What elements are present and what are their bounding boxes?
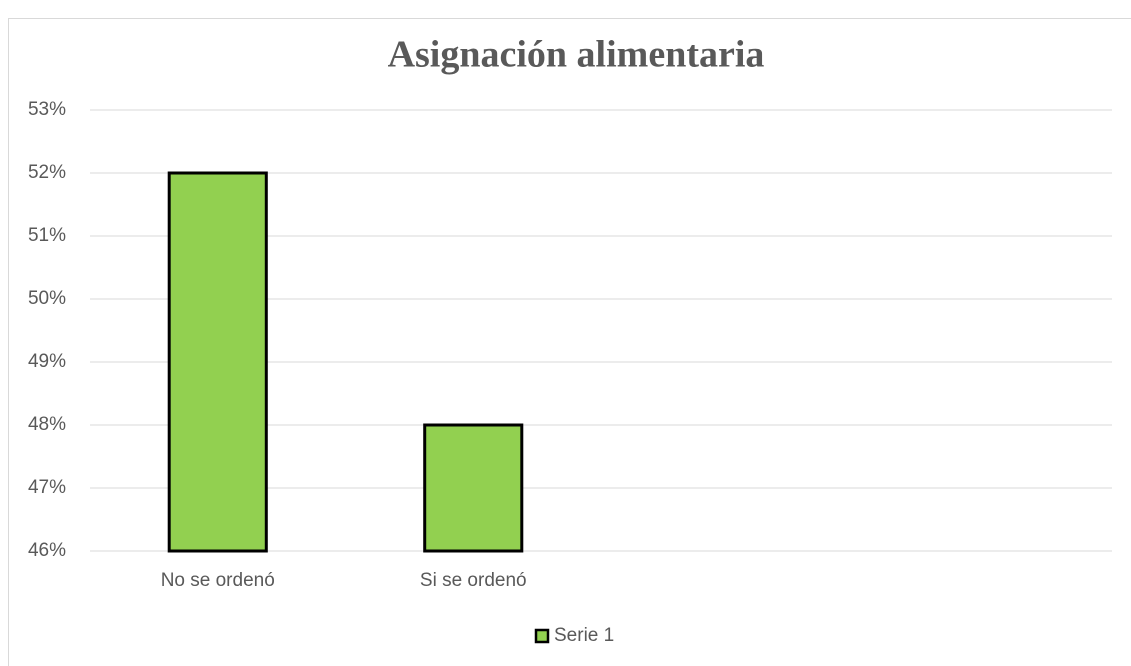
y-tick-label: 48% (28, 414, 66, 435)
y-tick-label: 53% (28, 99, 66, 120)
legend-label: Serie 1 (554, 625, 614, 646)
y-tick-label: 46% (28, 540, 66, 561)
bar (423, 423, 524, 553)
chart-title: Asignación alimentaria (388, 34, 765, 76)
y-tick-label: 52% (28, 162, 66, 183)
y-tick-label: 50% (28, 288, 66, 309)
y-tick-label: 47% (28, 477, 66, 498)
x-tick-label: Si se ordenó (420, 570, 527, 591)
y-tick-label: 49% (28, 351, 66, 372)
x-tick-label: No se ordenó (161, 570, 275, 591)
y-tick-label: 51% (28, 225, 66, 246)
bar (167, 171, 268, 553)
legend-swatch (534, 628, 550, 644)
